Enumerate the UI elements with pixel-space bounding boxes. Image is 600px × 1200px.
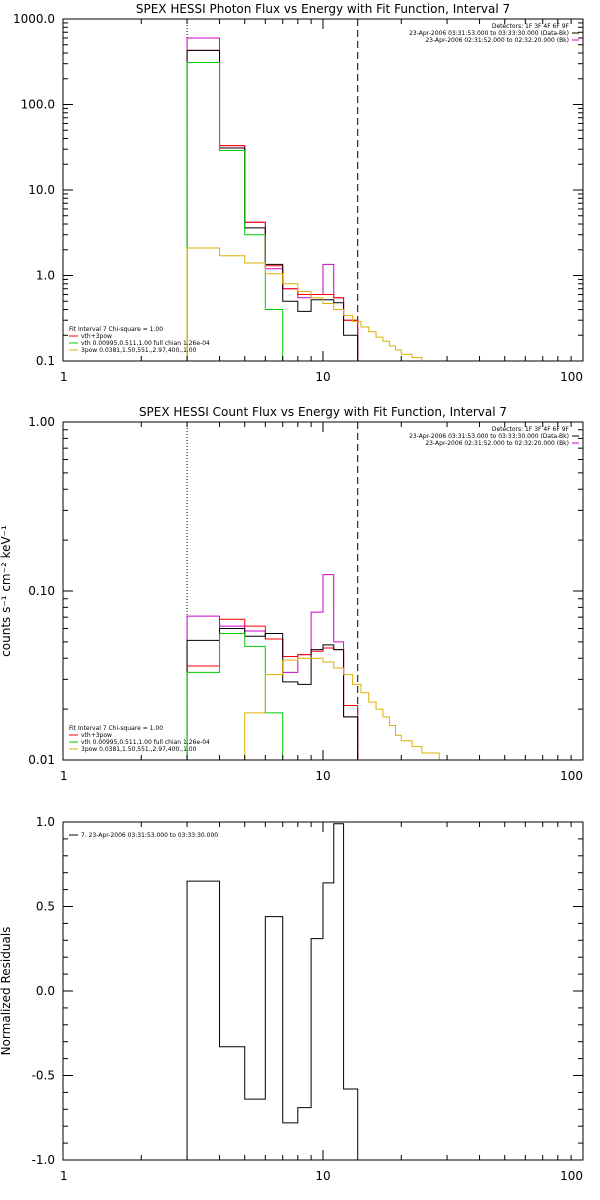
series-3: [186, 627, 359, 760]
series-3: [186, 49, 359, 361]
header-text: 23-Apr-2006 03:31:53.000 to 03:33:30.000…: [409, 30, 569, 37]
x-tick-label: 100: [560, 370, 583, 384]
y-tick-label: -0.5: [32, 1069, 55, 1083]
series-line: [186, 61, 284, 361]
series-group: [186, 37, 448, 361]
y-tick-label: 0.0: [36, 984, 55, 998]
legend-text: vth+3pow: [81, 333, 112, 340]
legend-text: 3pow 0.0381,1.50,551.,2.97,400.,1.00: [81, 746, 197, 753]
header-text: 23-Apr-2006 03:31:53.000 to 03:33:30.000…: [409, 433, 569, 440]
y-tick-label: 0.10: [28, 584, 55, 598]
chart-title: SPEX HESSI Count Flux vs Energy with Fit…: [139, 405, 507, 419]
series-line: [244, 657, 448, 760]
y-tick-label: 10.0: [28, 183, 55, 197]
y-tick-label: 0.01: [28, 753, 55, 767]
series-line: [186, 49, 359, 361]
header-text: Detectors: 1F 3F 4F 6F 9F: [492, 23, 570, 30]
series-group: [186, 823, 359, 1160]
x-tick-label: 10: [315, 769, 330, 783]
y-tick-label: 100.0: [21, 98, 55, 112]
series-line: [186, 633, 284, 760]
x-tick-label: 1: [60, 769, 68, 783]
y-axis-label: Normalized Residuals: [0, 927, 13, 1056]
legend-text: vth 0.00995,0.511,1.00 full chian 1.26e-…: [81, 340, 210, 347]
series-line: [186, 574, 359, 760]
plot-frame: [62, 18, 584, 362]
series-line: [186, 627, 359, 760]
y-axis-label: counts s⁻¹ cm⁻² keV⁻¹: [0, 525, 13, 657]
legend-text: vth+3pow: [81, 732, 112, 739]
x-tick-label: 100: [560, 769, 583, 783]
y-tick-label: 1.0: [36, 269, 55, 283]
y-tick-label: 1.0: [36, 815, 55, 829]
y-tick-label: 0.1: [36, 354, 55, 368]
chart-panel-1: SPEX HESSI Photon Flux vs Energy with Fi…: [13, 2, 584, 384]
series-1: [186, 37, 359, 361]
plot-frame: [62, 821, 584, 1161]
legend-text: Fit Interval 7 Chi-square = 1.00: [69, 725, 163, 732]
series-line: [186, 37, 359, 361]
y-tick-label: 1.00: [28, 415, 55, 429]
y-tick-label: 0.5: [36, 900, 55, 914]
header-text: Detectors: 1F 3F 4F 6F 9F: [492, 426, 570, 433]
series-2: [186, 49, 359, 361]
series-5: [186, 247, 448, 361]
x-tick-label: 10: [315, 370, 330, 384]
chart-panel-3: 1 10 100 -1.0 -0.5 0.0 0.5 1.0 Normalized Residu…: [0, 815, 584, 1183]
y-tick-label: 1000.0: [13, 12, 55, 26]
legend-text: 3pow 0.0381,1.50,551.,2.97,400.,1.00: [81, 347, 197, 354]
series-line: [186, 823, 359, 1160]
series-1: [186, 574, 359, 760]
legend-text: vth 0.00995,0.511,1.00 full chian 1.26e-…: [81, 739, 210, 746]
y-tick-label: -1.0: [32, 1153, 55, 1167]
chart-panel-2: SPEX HESSI Count Flux vs Energy with Fit…: [0, 405, 584, 783]
series-1: [186, 823, 359, 1160]
x-tick-label: 1: [60, 370, 68, 384]
x-tick-label: 1: [60, 1169, 68, 1183]
series-4: [186, 61, 284, 361]
x-tick-label: 100: [560, 1169, 583, 1183]
x-tick-label: 10: [315, 1169, 330, 1183]
chart-title: SPEX HESSI Photon Flux vs Energy with Fi…: [136, 2, 510, 16]
series-group: [186, 574, 448, 760]
series-5: [244, 657, 448, 760]
header-text: 23-Apr-2006 02:31:52.000 to 02:32:20.000…: [425, 37, 569, 44]
header-text: 23-Apr-2006 02:31:52.000 to 02:32:20.000…: [425, 440, 569, 447]
legend-text: 7. 23-Apr-2006 03:31:53.000 to 03:33:30.…: [81, 832, 218, 839]
series-4: [186, 633, 284, 760]
series-line: [186, 247, 448, 361]
series-line: [186, 49, 359, 361]
legend-text: Fit Interval 7 Chi-square = 1.00: [69, 326, 163, 333]
